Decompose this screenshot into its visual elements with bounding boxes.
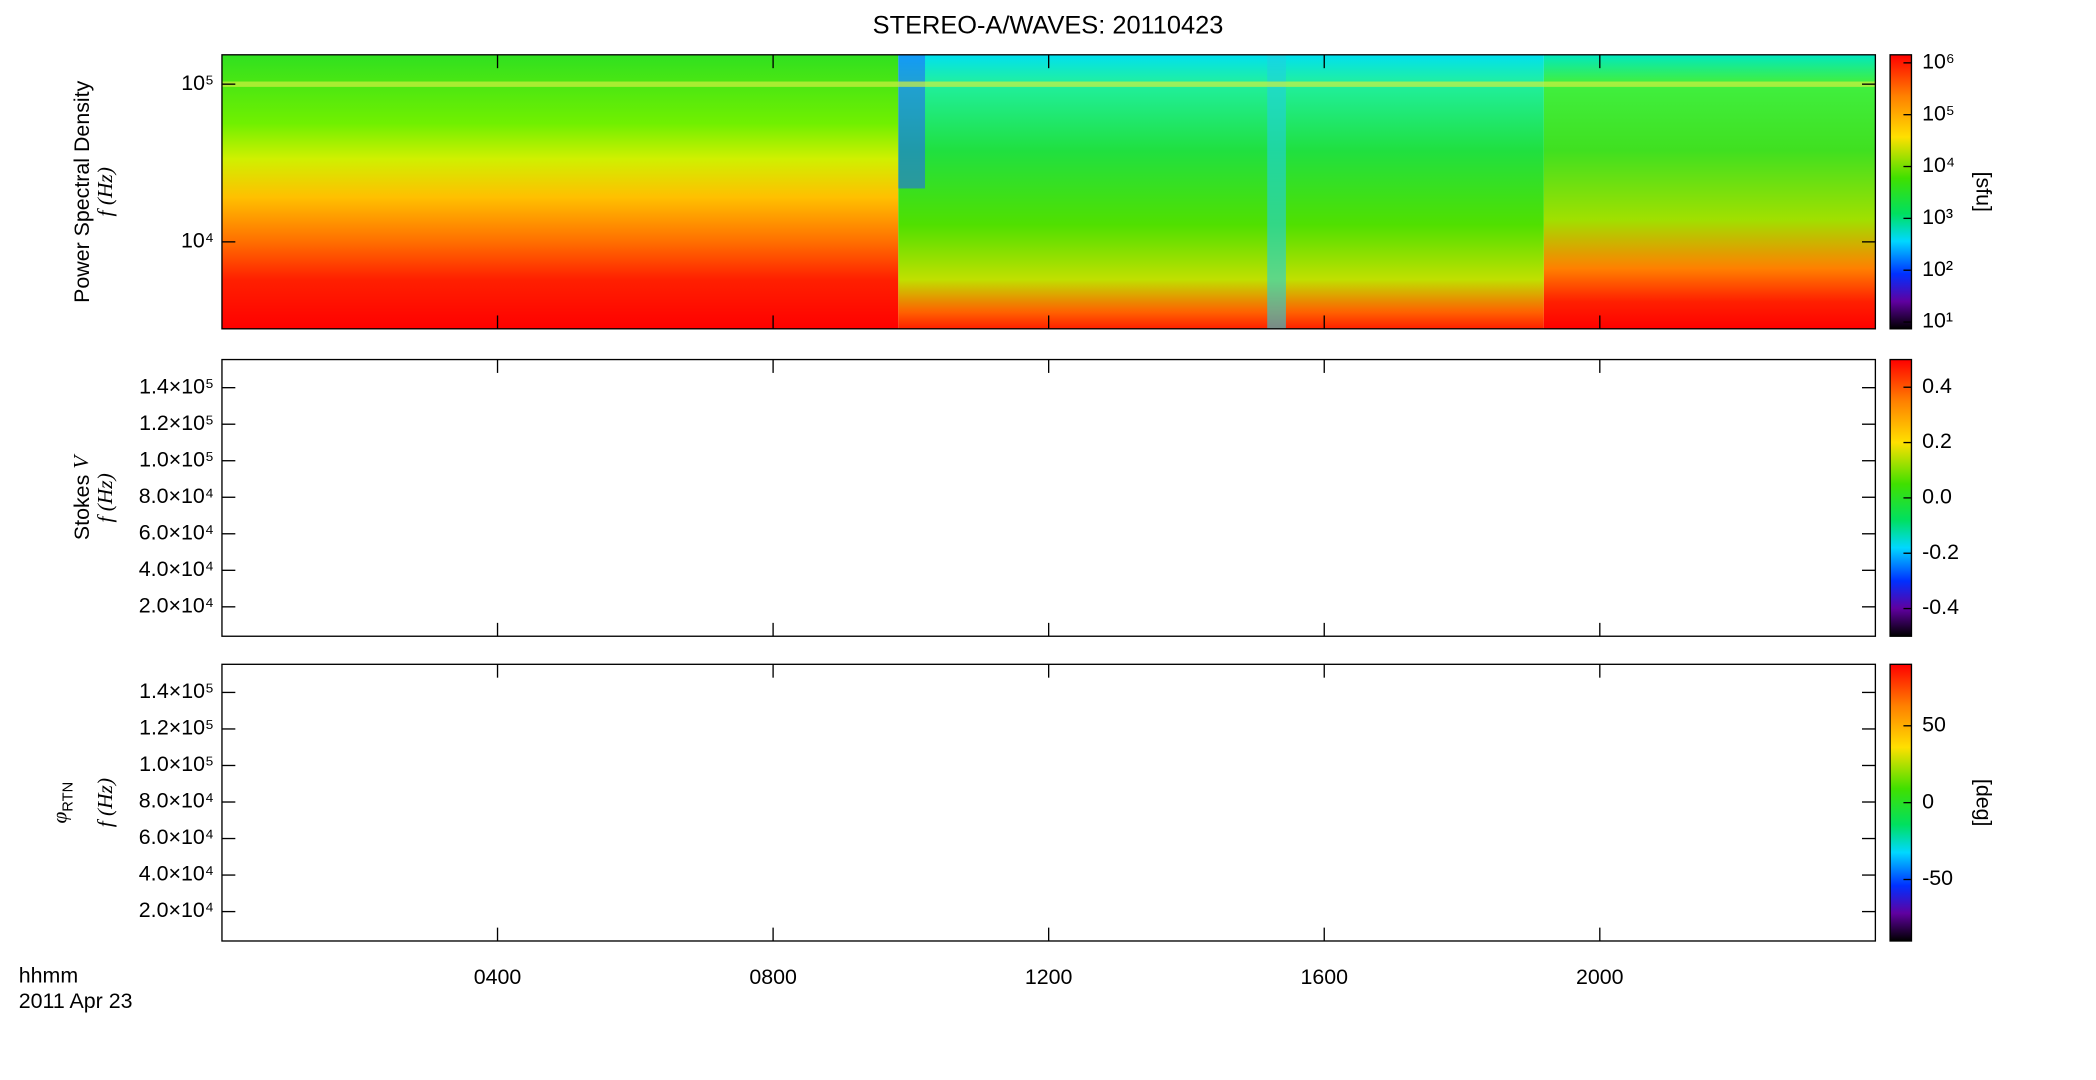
x-tick-label: 2000 [1576,965,1624,989]
y-tick-label: 1.4×10⁵ [139,374,214,398]
y-tick-label: 6.0×10⁴ [139,825,214,849]
x-axis-label: hhmm [19,964,78,988]
y-tick-label: 2.0×10⁴ [139,593,214,617]
y-tick-label: 10⁵ [181,71,214,95]
y-axis-label: φRTN [47,782,76,824]
colorbar-tick-label: -50 [1922,866,1953,890]
colorbar-tick-label: 0.2 [1922,429,1952,453]
colorbar-tick-label: 10² [1922,257,1953,281]
colorbar [1889,54,1913,330]
y-axis-label-name: Power Spectral Density [70,80,94,302]
x-tick-label: 1600 [1300,965,1348,989]
x-tick-label: 0800 [749,965,797,989]
spectrogram-image [221,54,1876,329]
colorbar-tick-label: 0.4 [1922,374,1952,398]
y-axis-label: f (Hz) [93,778,117,827]
y-axis-label-symbol: φ [47,812,71,824]
y-axis-label-subscript: RTN [60,782,76,812]
y-tick-label: 1.4×10⁵ [139,679,214,703]
y-tick-label: 1.2×10⁵ [139,716,214,740]
y-axis-label: Stokes V [69,453,94,540]
chart-title: STEREO-A/WAVES: 20110423 [873,11,1224,39]
y-tick-label: 1.2×10⁵ [139,411,214,435]
colorbar-label: [deg] [1972,779,1996,827]
colorbar-tick-label: 0.0 [1922,485,1952,509]
colorbar-tick-label: 10⁶ [1922,49,1955,73]
colorbar-label-text: [sfu] [1972,172,1996,212]
spectrum-feature [1267,54,1286,329]
colorbar-tick-label: 10¹ [1922,309,1953,333]
y-axis-label-unit: f (Hz) [93,167,117,216]
y-tick-label: 8.0×10⁴ [139,484,214,508]
x-tick-label: 1200 [1025,965,1073,989]
y-tick-label: 1.0×10⁵ [139,752,214,776]
y-tick-label: 10⁴ [181,229,214,253]
x-tick-label: 0400 [474,965,522,989]
spectrum-band [221,81,1876,87]
plot-frame [221,663,1877,942]
y-tick-label: 6.0×10⁴ [139,520,214,544]
colorbar-label-text: [deg] [1972,779,1996,827]
y-axis-label: f (Hz) [93,167,117,216]
colorbar-tick-label: 0 [1922,789,1934,813]
y-axis-label-text: φRTN [47,782,76,824]
spectrum-region [898,54,1544,329]
colorbar-label: [sfu] [1972,172,1996,212]
y-axis-label-space [70,469,94,475]
y-tick-label: 4.0×10⁴ [139,557,214,581]
y-tick-label: 4.0×10⁴ [139,862,214,886]
colorbar-tick-label: 10³ [1922,205,1953,229]
colorbar-tick-label: 10⁵ [1922,101,1955,125]
date-label: 2011 Apr 23 [19,989,133,1013]
colorbar-tick-label: 10⁴ [1922,153,1955,177]
spectrum-feature [898,54,926,189]
y-axis-label: Power Spectral Density [70,80,94,302]
y-axis-label-name: Stokes [70,475,94,540]
y-axis-label-unit: f (Hz) [93,473,117,522]
y-tick-label: 1.0×10⁵ [139,447,214,471]
colorbar-tick-label: -0.4 [1922,595,1959,619]
plot-frame [221,358,1877,637]
y-axis-label-unit: f (Hz) [93,778,117,827]
colorbar-tick-label: -0.2 [1922,540,1959,564]
y-axis-label-text: Power Spectral Density [70,80,94,302]
y-tick-label: 8.0×10⁴ [139,789,214,813]
y-axis-label: f (Hz) [93,473,117,522]
y-axis-label-symbol: V [69,453,93,469]
spectrum-region [221,54,899,329]
y-tick-label: 2.0×10⁴ [139,898,214,922]
y-axis-label-text: Stokes V [69,453,94,540]
colorbar-tick-label: 50 [1922,712,1946,736]
spectrum-region [1543,54,1876,329]
